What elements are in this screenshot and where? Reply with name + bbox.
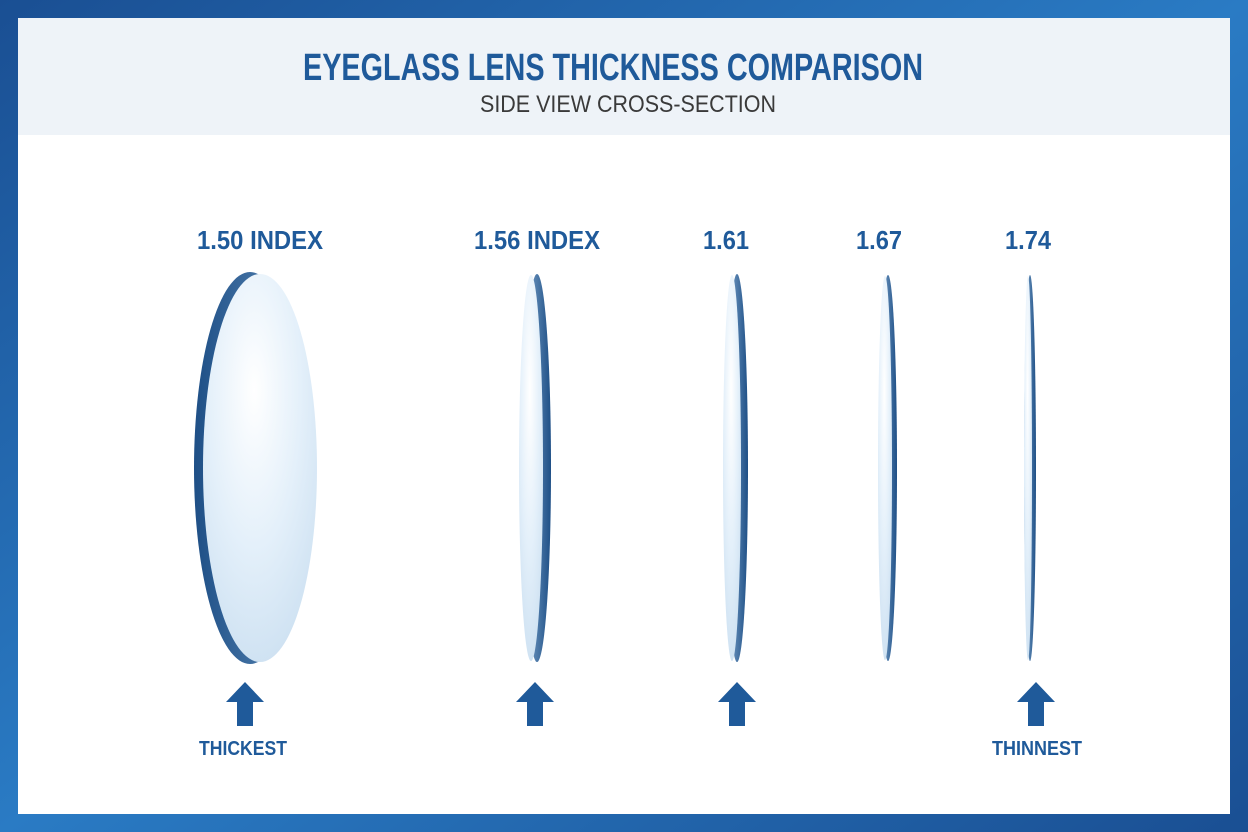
arrow — [226, 682, 264, 726]
lens — [1024, 275, 1036, 661]
arrow — [718, 682, 756, 726]
lens-label: 1.74 — [1005, 225, 1051, 255]
lens-label: 1.56 INDEX — [474, 225, 601, 255]
lens-label: 1.61 — [703, 225, 749, 255]
annotation: THINNEST — [992, 738, 1082, 760]
subtitle: SIDE VIEW CROSS-SECTION — [480, 91, 776, 118]
title: EYEGLASS LENS THICKNESS COMPARISON — [303, 47, 923, 89]
header-band — [18, 18, 1230, 135]
annotation: THICKEST — [199, 738, 287, 760]
arrow — [516, 682, 554, 726]
lens-label: 1.50 INDEX — [197, 225, 324, 255]
lens — [194, 272, 317, 664]
lens — [519, 274, 551, 662]
lens — [723, 274, 748, 662]
lens-label: 1.67 — [856, 225, 902, 255]
lens — [878, 275, 897, 661]
arrow — [1017, 682, 1055, 726]
